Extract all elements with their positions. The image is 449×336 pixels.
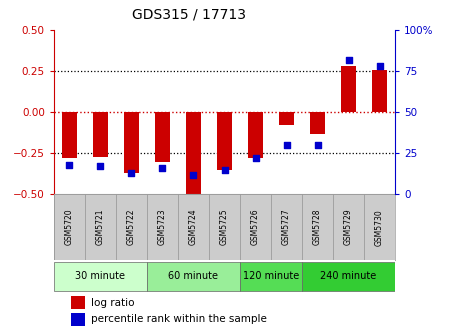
Bar [333,194,364,260]
Text: GSM5729: GSM5729 [344,209,353,246]
Text: GSM5728: GSM5728 [313,209,322,245]
Bar [123,112,139,173]
Bar [279,112,294,125]
Text: GSM5722: GSM5722 [127,209,136,245]
Text: 30 minute: 30 minute [75,271,125,282]
Bar [302,194,333,260]
Bar [248,112,263,158]
Text: GSM5725: GSM5725 [220,209,229,246]
Bar [54,262,147,291]
Text: percentile rank within the sample: percentile rank within the sample [92,314,267,325]
Bar [147,194,178,260]
Bar [240,194,271,260]
Bar [178,194,209,260]
Bar [302,262,395,291]
Bar [71,313,84,326]
Text: GDS315 / 17713: GDS315 / 17713 [132,8,246,22]
Bar [341,66,357,112]
Bar [85,194,116,260]
Text: 240 minute: 240 minute [321,271,377,282]
Point [190,172,197,177]
Text: 120 minute: 120 minute [243,271,299,282]
Bar [71,296,84,309]
Bar [209,194,240,260]
Text: GSM5721: GSM5721 [96,209,105,245]
Bar [92,112,108,157]
Text: GSM5723: GSM5723 [158,209,167,246]
Bar [155,112,170,162]
Bar [217,112,232,170]
Point [376,64,383,69]
Point [314,142,321,148]
Text: GSM5720: GSM5720 [65,209,74,246]
Text: GSM5727: GSM5727 [282,209,291,246]
Point [66,162,73,168]
Bar [372,70,387,112]
Point [221,167,228,172]
Text: GSM5724: GSM5724 [189,209,198,246]
Point [252,156,259,161]
Bar [186,112,201,194]
Point [97,164,104,169]
Bar [271,194,302,260]
Point [283,142,290,148]
Text: GSM5726: GSM5726 [251,209,260,246]
Bar [240,262,302,291]
Bar [147,262,240,291]
Bar [54,194,85,260]
Text: log ratio: log ratio [92,298,135,308]
Bar [310,112,326,134]
Point [345,57,352,62]
Point [159,165,166,171]
Text: 60 minute: 60 minute [168,271,219,282]
Bar [364,194,395,260]
Text: GSM5730: GSM5730 [375,209,384,246]
Bar [116,194,147,260]
Bar [62,112,77,158]
Point [128,170,135,176]
